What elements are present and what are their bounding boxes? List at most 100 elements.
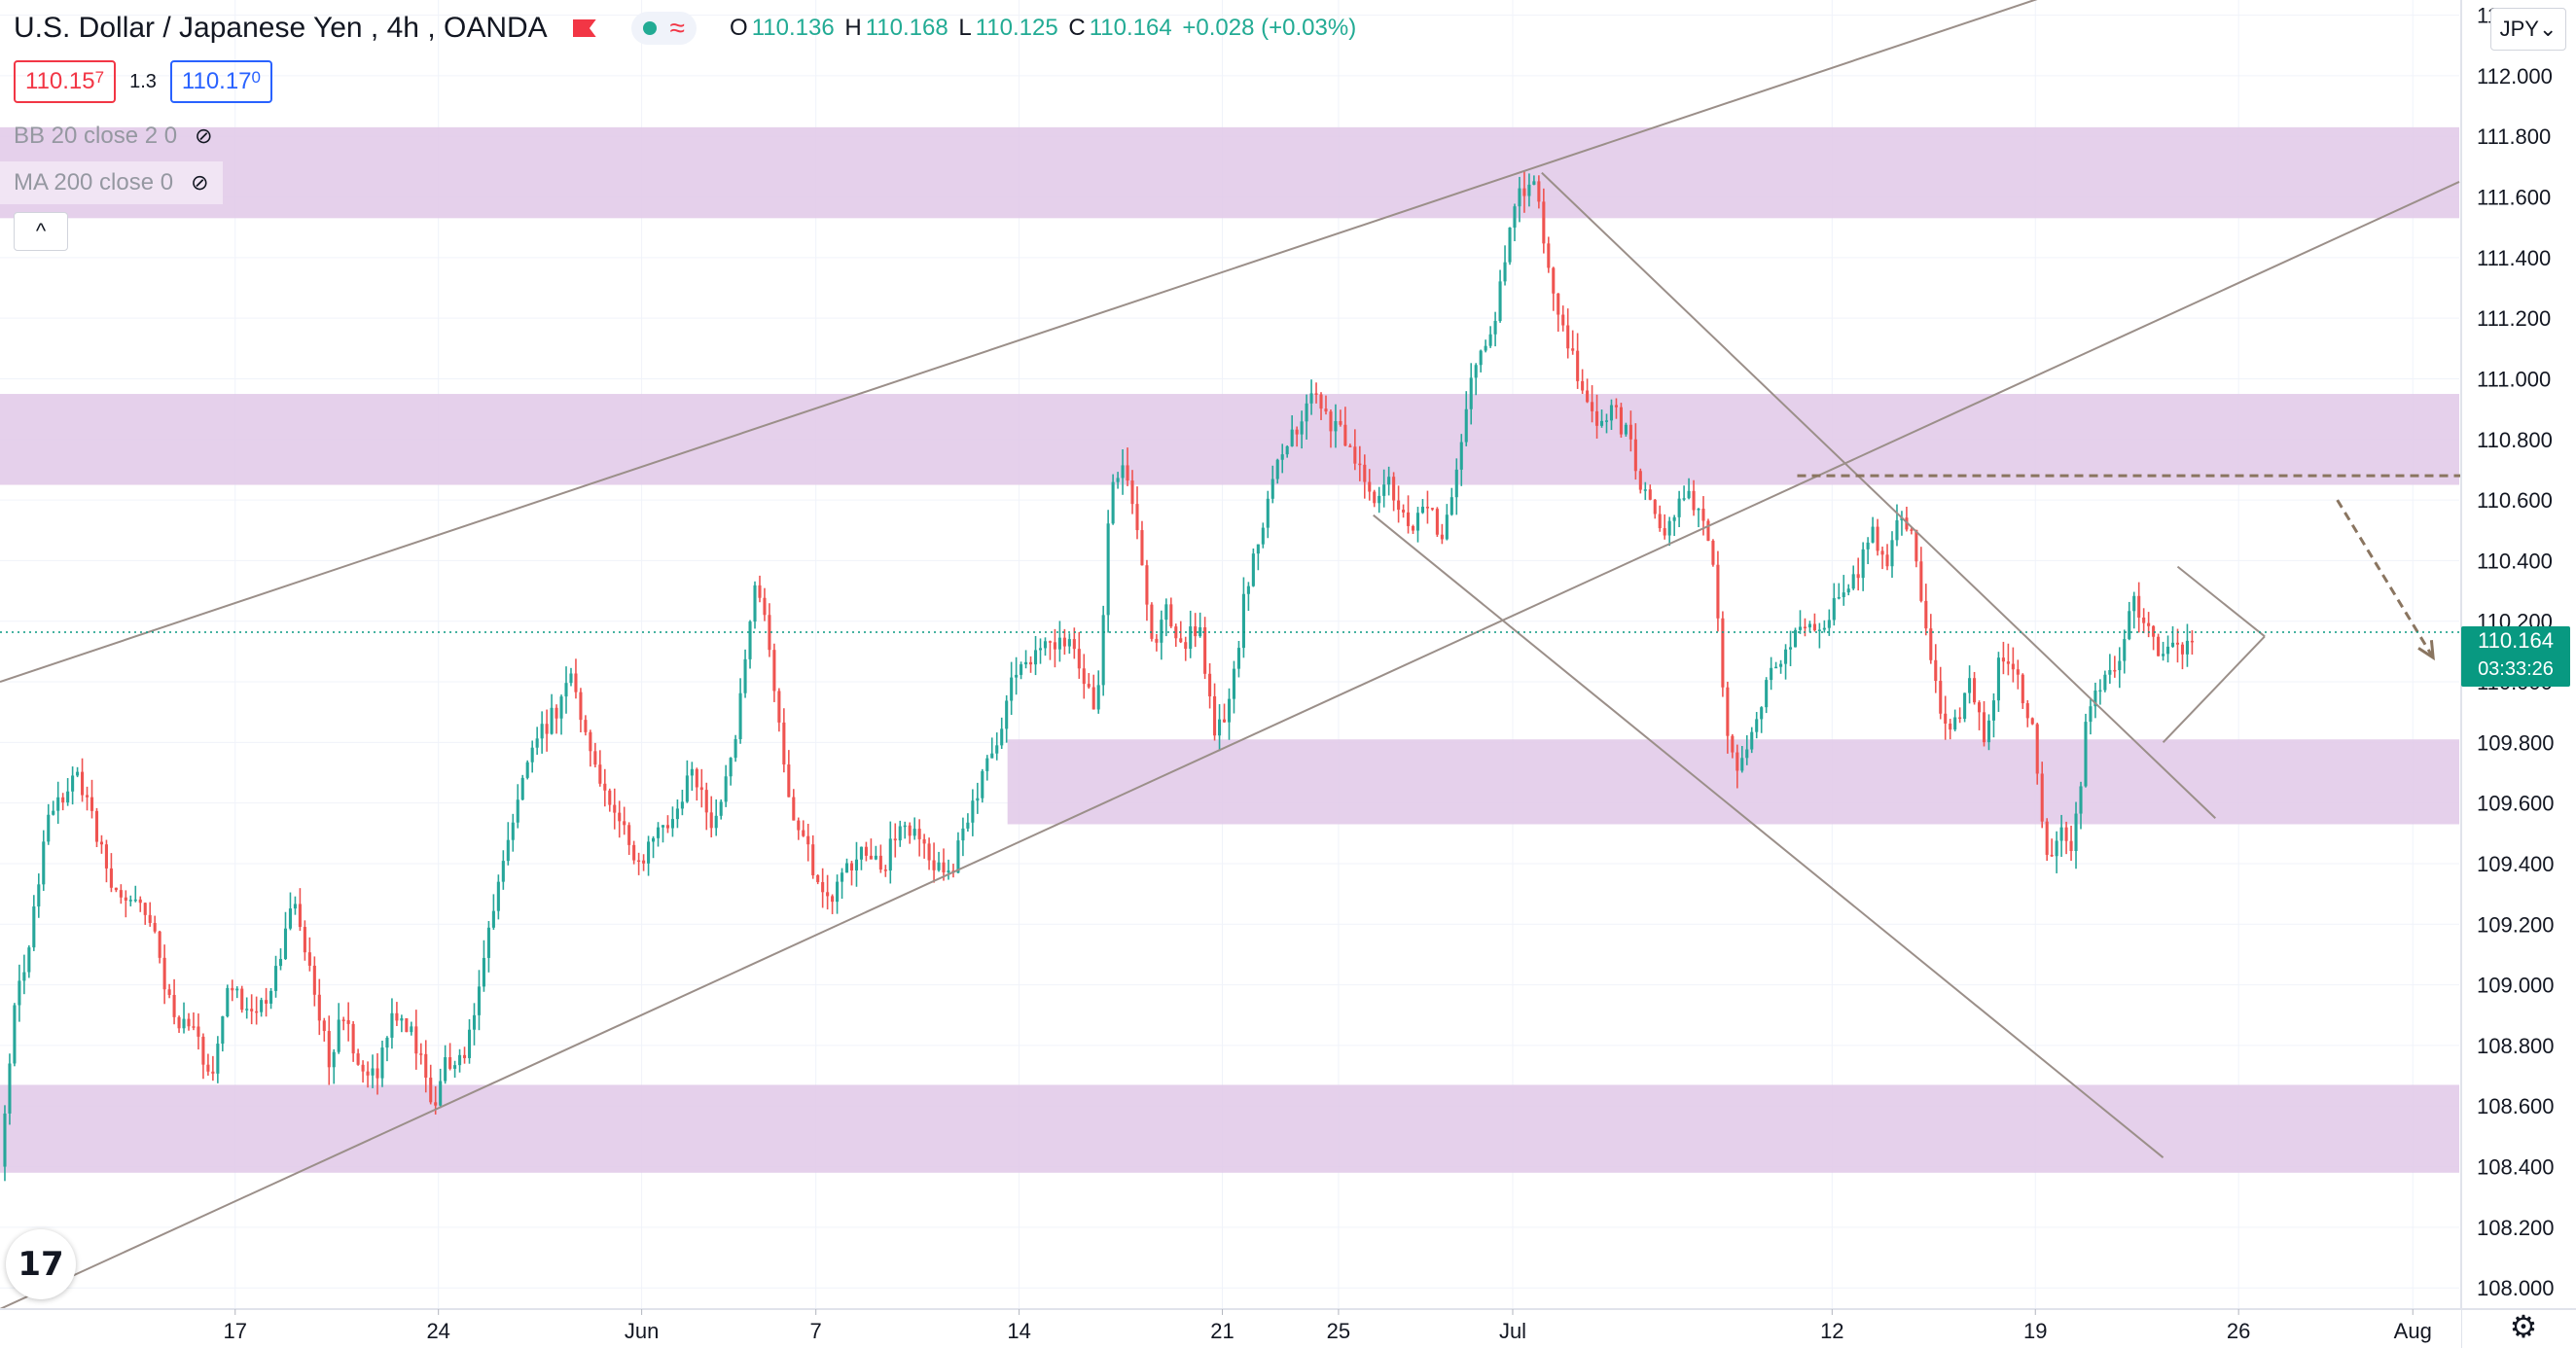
candle-up [1677,498,1681,517]
candle-down [1638,471,1642,490]
candle-down [1547,243,1551,268]
candle-up [520,777,524,800]
candle-up [540,724,544,739]
candle-down [2025,703,2029,719]
time-tick-label: 25 [1327,1319,1350,1343]
eye-crossed-icon[interactable]: ⊘ [191,170,209,195]
last-price-tag: 110.164 03:33:26 [2461,626,2570,687]
indicator-moving-average[interactable]: MA 200 close 0 ⊘ [0,161,223,204]
candle-down [821,881,825,893]
tradingview-logo[interactable]: 17 [6,1229,76,1299]
flag-icon[interactable] [569,14,598,43]
candle-down [211,1071,215,1074]
candle-down [448,1057,452,1069]
candle-down [1082,668,1086,685]
candle-up [1765,680,1769,708]
candle-up [1479,350,1483,366]
candle-up [496,881,500,911]
candle-up [1420,507,1425,514]
candle-up [1986,720,1991,743]
candle-up [491,910,495,928]
eye-crossed-icon[interactable]: ⊘ [195,124,213,148]
candle-down [2113,669,2117,672]
time-tick-label: Jul [1499,1319,1526,1343]
candle-up [1106,523,1110,616]
buy-price: 110.17 [181,68,252,94]
candle-up [898,826,902,841]
candle-down [623,821,626,826]
candle-down [603,783,607,791]
candle-down [2142,617,2146,623]
candle-up [888,838,892,871]
candle-up [2098,690,2102,692]
candle-up [1518,188,1521,207]
candle-down [1653,499,1657,514]
candle-down [574,673,578,692]
candle-down [2040,773,2044,822]
candle-up [559,696,563,719]
indicator-bollinger[interactable]: BB 20 close 2 0 ⊘ [0,115,227,158]
candle-down [1135,504,1139,531]
candle-up [2165,646,2170,655]
candle-up [2108,669,2112,675]
currency-selector[interactable]: JPY ⌄ [2490,8,2566,51]
candle-down [138,899,142,904]
market-status-pill[interactable]: ≈ [630,12,698,45]
sell-price-button[interactable]: 110.157 [14,60,117,103]
candle-up [1493,320,1497,335]
candle-up [1199,627,1202,637]
candle-down [758,585,762,598]
candle-up [738,692,742,740]
candle-up [467,1029,472,1058]
symbol-title[interactable]: U.S. Dollar / Japanese Yen , 4h , OANDA [14,12,548,45]
candle-down [1711,540,1715,565]
candle-down [1910,529,1914,531]
candle-up [1415,513,1420,531]
candle-up [729,758,733,777]
candle-down [143,903,147,915]
drawings[interactable] [0,0,2497,1310]
candle-down [1140,530,1144,566]
candle-up [1643,489,1647,491]
candle-up [859,846,863,860]
candle-down [85,795,89,798]
candle-up [1687,490,1691,499]
candle-up [1832,597,1836,621]
candle-up [1160,620,1163,643]
price-tick-label: 111.800 [2477,124,2551,149]
candle-down [1348,445,1352,447]
candle-up [854,859,859,870]
candle-up [1000,728,1004,746]
candle-up [245,1009,249,1011]
candle-down [1145,565,1149,605]
collapse-legend-button[interactable]: ^ [14,212,68,251]
candle-up [221,1015,225,1045]
gear-icon[interactable]: ⚙ [2509,1309,2538,1344]
candle-up [1760,707,1764,720]
candle-down [2069,840,2073,852]
candle-down [81,771,85,796]
candle-down [463,1054,467,1058]
candle-down [2006,661,2010,664]
candle-down [2050,854,2054,857]
candle-up [714,815,718,829]
candle-down [192,1026,196,1028]
buy-price-button[interactable]: 110.170 [169,60,272,103]
candle-up [1996,657,2000,701]
candle-down [831,896,835,903]
candle-up [2123,639,2127,661]
candle-down [153,922,157,932]
candle-down [177,1016,181,1029]
candle-up [1121,465,1125,479]
candle-up [37,884,41,907]
price-tick-label: 108.400 [2477,1155,2555,1180]
candle-up [680,801,684,809]
time-axis-background [0,1309,2461,1348]
candle-down [1343,424,1347,446]
candle-up [1261,527,1265,545]
candle-down [240,988,244,1011]
candle-up [1246,585,1250,594]
candle-up [27,947,31,973]
candle-down [2064,827,2068,841]
